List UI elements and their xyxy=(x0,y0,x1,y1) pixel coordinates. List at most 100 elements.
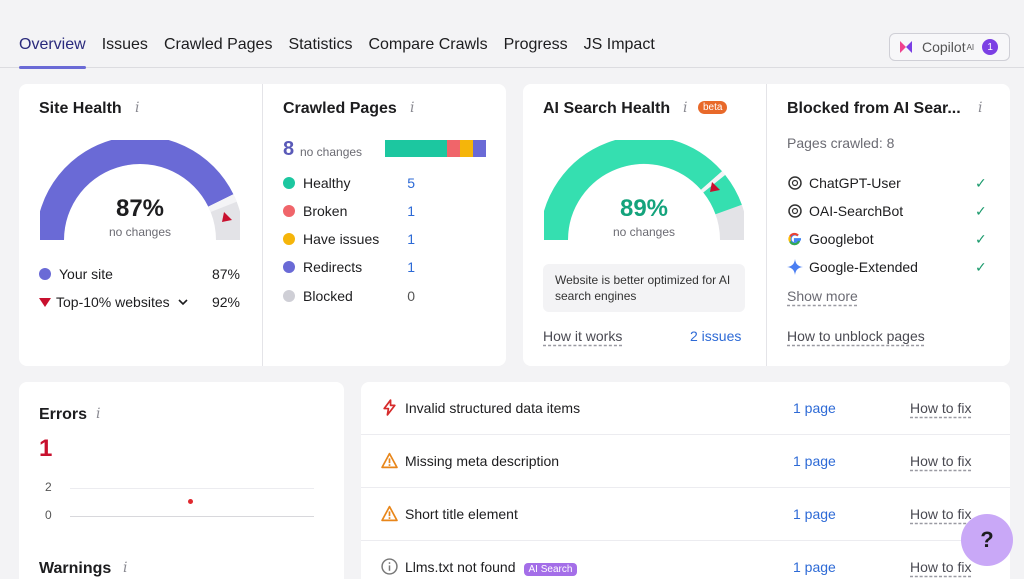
errors-value[interactable]: 1 xyxy=(39,435,53,462)
blocked-ai-info-icon[interactable]: i xyxy=(978,100,983,116)
tab-progress[interactable]: Progress xyxy=(503,36,568,53)
issue-row[interactable]: Invalid structured data items 1 page How… xyxy=(361,382,1010,435)
check-icon: ✓ xyxy=(975,175,987,191)
issues-card xyxy=(361,382,1010,579)
crawled-pages-title: Crawled Pages xyxy=(283,100,397,117)
y-tick-0: 0 xyxy=(45,508,52,522)
errors-info-icon[interactable]: i xyxy=(96,406,101,422)
healthy-dot xyxy=(283,177,295,189)
check-icon: ✓ xyxy=(975,259,987,275)
how-to-fix-link[interactable]: How to fix xyxy=(910,506,972,522)
crawled-pages-info-icon[interactable]: i xyxy=(410,100,415,116)
info-icon xyxy=(381,558,398,575)
site-health-gauge-benchmark xyxy=(208,194,237,213)
issue-count-link[interactable]: 1 page xyxy=(793,559,836,575)
copilot-label: Copilot xyxy=(922,39,966,55)
tab-compare-crawls[interactable]: Compare Crawls xyxy=(368,36,488,53)
tab-js-impact[interactable]: JS Impact xyxy=(583,36,655,53)
agent-label: Googlebot xyxy=(809,231,874,247)
redirects-label: Redirects xyxy=(303,259,363,275)
bar-have-issues xyxy=(460,140,473,157)
have-issues-dot xyxy=(283,233,295,245)
site-health-gauge-fill xyxy=(40,140,234,241)
how-it-works-link[interactable]: How it works xyxy=(543,328,623,344)
top-websites-value: 92% xyxy=(211,294,240,310)
ai-health-info-icon[interactable]: i xyxy=(683,100,688,116)
top-navigation: Overview Issues Crawled Pages Statistics… xyxy=(0,0,1024,69)
crawled-pages-count[interactable]: 8 xyxy=(283,138,295,160)
issue-label: Short title element xyxy=(405,506,518,522)
y-tick-2: 2 xyxy=(45,480,52,494)
issue-label-with-tag: Llms.txt not found AI Search xyxy=(405,559,578,576)
ai-health-title: AI Search Health xyxy=(543,100,671,117)
issue-count-link[interactable]: 1 page xyxy=(793,400,836,416)
issue-label: Llms.txt not found xyxy=(405,559,516,575)
warning-icon xyxy=(381,452,398,469)
agent-oai-searchbot: OAI-SearchBot xyxy=(787,203,903,219)
site-health-info-icon[interactable]: i xyxy=(135,100,140,116)
your-site-value: 87% xyxy=(211,266,240,282)
legend-your-site: Your site xyxy=(39,266,113,282)
errors-data-point xyxy=(188,499,193,504)
bar-healthy xyxy=(385,140,447,157)
openai-icon xyxy=(788,204,802,218)
have-issues-value[interactable]: 1 xyxy=(407,231,415,247)
tab-overview[interactable]: Overview xyxy=(19,36,86,69)
how-to-fix-link[interactable]: How to fix xyxy=(910,453,972,469)
issue-row[interactable]: Missing meta description 1 page How to f… xyxy=(361,435,1010,488)
issue-row[interactable]: Llms.txt not found AI Search 1 page How t… xyxy=(361,541,1010,579)
copilot-ai-sup: AI xyxy=(966,42,975,52)
ai-health-gauge-fill xyxy=(544,140,723,241)
blocked-ai-title: Blocked from AI Sear... xyxy=(787,100,961,117)
bar-broken xyxy=(447,140,460,157)
google-icon xyxy=(788,232,801,246)
top-websites-marker xyxy=(222,212,232,222)
warning-icon xyxy=(381,505,398,522)
ai-health-sub: no changes xyxy=(612,225,676,239)
row-broken[interactable]: Broken xyxy=(283,203,347,219)
warnings-title: Warnings xyxy=(39,560,112,577)
crawled-pages-bar xyxy=(385,140,487,157)
crawled-pages-sub: no changes xyxy=(300,145,363,159)
how-to-unblock-link[interactable]: How to unblock pages xyxy=(787,328,925,344)
beta-badge: beta xyxy=(698,101,728,114)
tab-statistics[interactable]: Statistics xyxy=(288,36,353,53)
ai-health-gauge xyxy=(544,140,744,241)
your-site-dot xyxy=(39,268,51,280)
error-bolt-icon xyxy=(383,399,396,416)
check-icon: ✓ xyxy=(975,231,987,247)
healthy-value[interactable]: 5 xyxy=(407,175,415,191)
broken-value[interactable]: 1 xyxy=(407,203,415,219)
blocked-label: Blocked xyxy=(303,288,353,304)
issue-count-link[interactable]: 1 page xyxy=(793,506,836,522)
row-healthy[interactable]: Healthy xyxy=(283,175,350,191)
openai-icon xyxy=(788,176,802,190)
row-have-issues[interactable]: Have issues xyxy=(283,231,379,247)
how-to-fix-link[interactable]: How to fix xyxy=(910,400,972,416)
agent-googlebot: Googlebot xyxy=(787,231,874,247)
broken-label: Broken xyxy=(303,203,348,219)
agent-label: OAI-SearchBot xyxy=(809,203,904,219)
legend-top-websites[interactable]: Top-10% websites xyxy=(39,294,190,310)
how-to-fix-link[interactable]: How to fix xyxy=(910,559,972,575)
top-websites-label: Top-10% websites xyxy=(56,294,170,310)
warnings-info-icon[interactable]: i xyxy=(123,560,128,576)
tab-crawled-pages[interactable]: Crawled Pages xyxy=(163,36,273,53)
baseline xyxy=(70,516,314,517)
gridline xyxy=(70,488,314,489)
copilot-button[interactable]: Copilot AI 1 xyxy=(889,33,1010,61)
have-issues-label: Have issues xyxy=(303,231,380,247)
issue-row[interactable]: Short title element 1 page How to fix xyxy=(361,488,1010,541)
site-health-gauge xyxy=(40,140,240,241)
show-more-link[interactable]: Show more xyxy=(787,288,858,304)
row-redirects[interactable]: Redirects xyxy=(283,259,362,275)
ai-issues-link[interactable]: 2 issues xyxy=(690,328,742,344)
ai-health-gauge-fill-extra xyxy=(702,174,742,215)
issue-count-link[interactable]: 1 page xyxy=(793,453,836,469)
agent-label: ChatGPT-User xyxy=(809,175,901,191)
broken-dot xyxy=(283,205,295,217)
redirects-value[interactable]: 1 xyxy=(407,259,415,275)
agent-chatgpt-user: ChatGPT-User xyxy=(787,175,901,191)
help-button[interactable]: ? xyxy=(961,514,1013,566)
tab-issues[interactable]: Issues xyxy=(101,36,148,53)
